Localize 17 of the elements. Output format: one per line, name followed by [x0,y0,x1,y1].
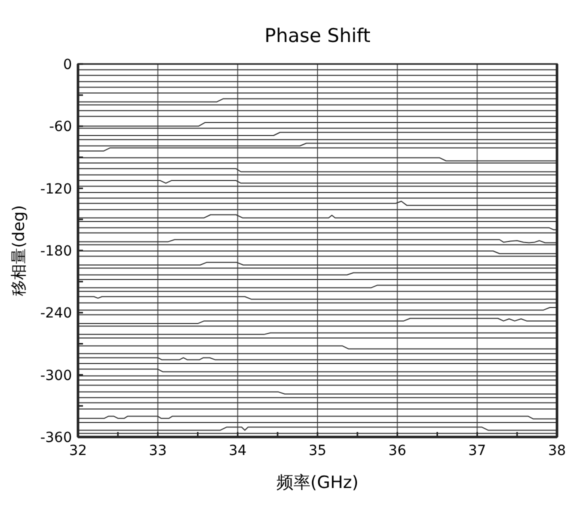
y-tick-label: 0 [63,57,72,73]
y-tick-label: -180 [40,244,72,260]
x-tick-label: 38 [548,443,566,459]
x-tick-label: 32 [69,443,87,459]
chart-title: Phase Shift [264,25,370,47]
y-tick-label: -300 [40,368,72,384]
y-axis-title: 移相量(deg) [9,205,28,296]
x-tick-label: 33 [148,443,167,459]
x-tick-label: 34 [228,443,247,459]
y-tick-label: -240 [40,306,72,322]
x-tick-label: 35 [308,443,326,459]
x-axis-title: 频率(GHz) [276,473,359,493]
x-tick-label: 36 [388,443,406,459]
x-tick-label: 37 [468,443,486,459]
y-tick-label: -60 [49,119,72,136]
y-tick-label: -120 [40,181,72,198]
y-tick-label: -360 [40,430,72,446]
